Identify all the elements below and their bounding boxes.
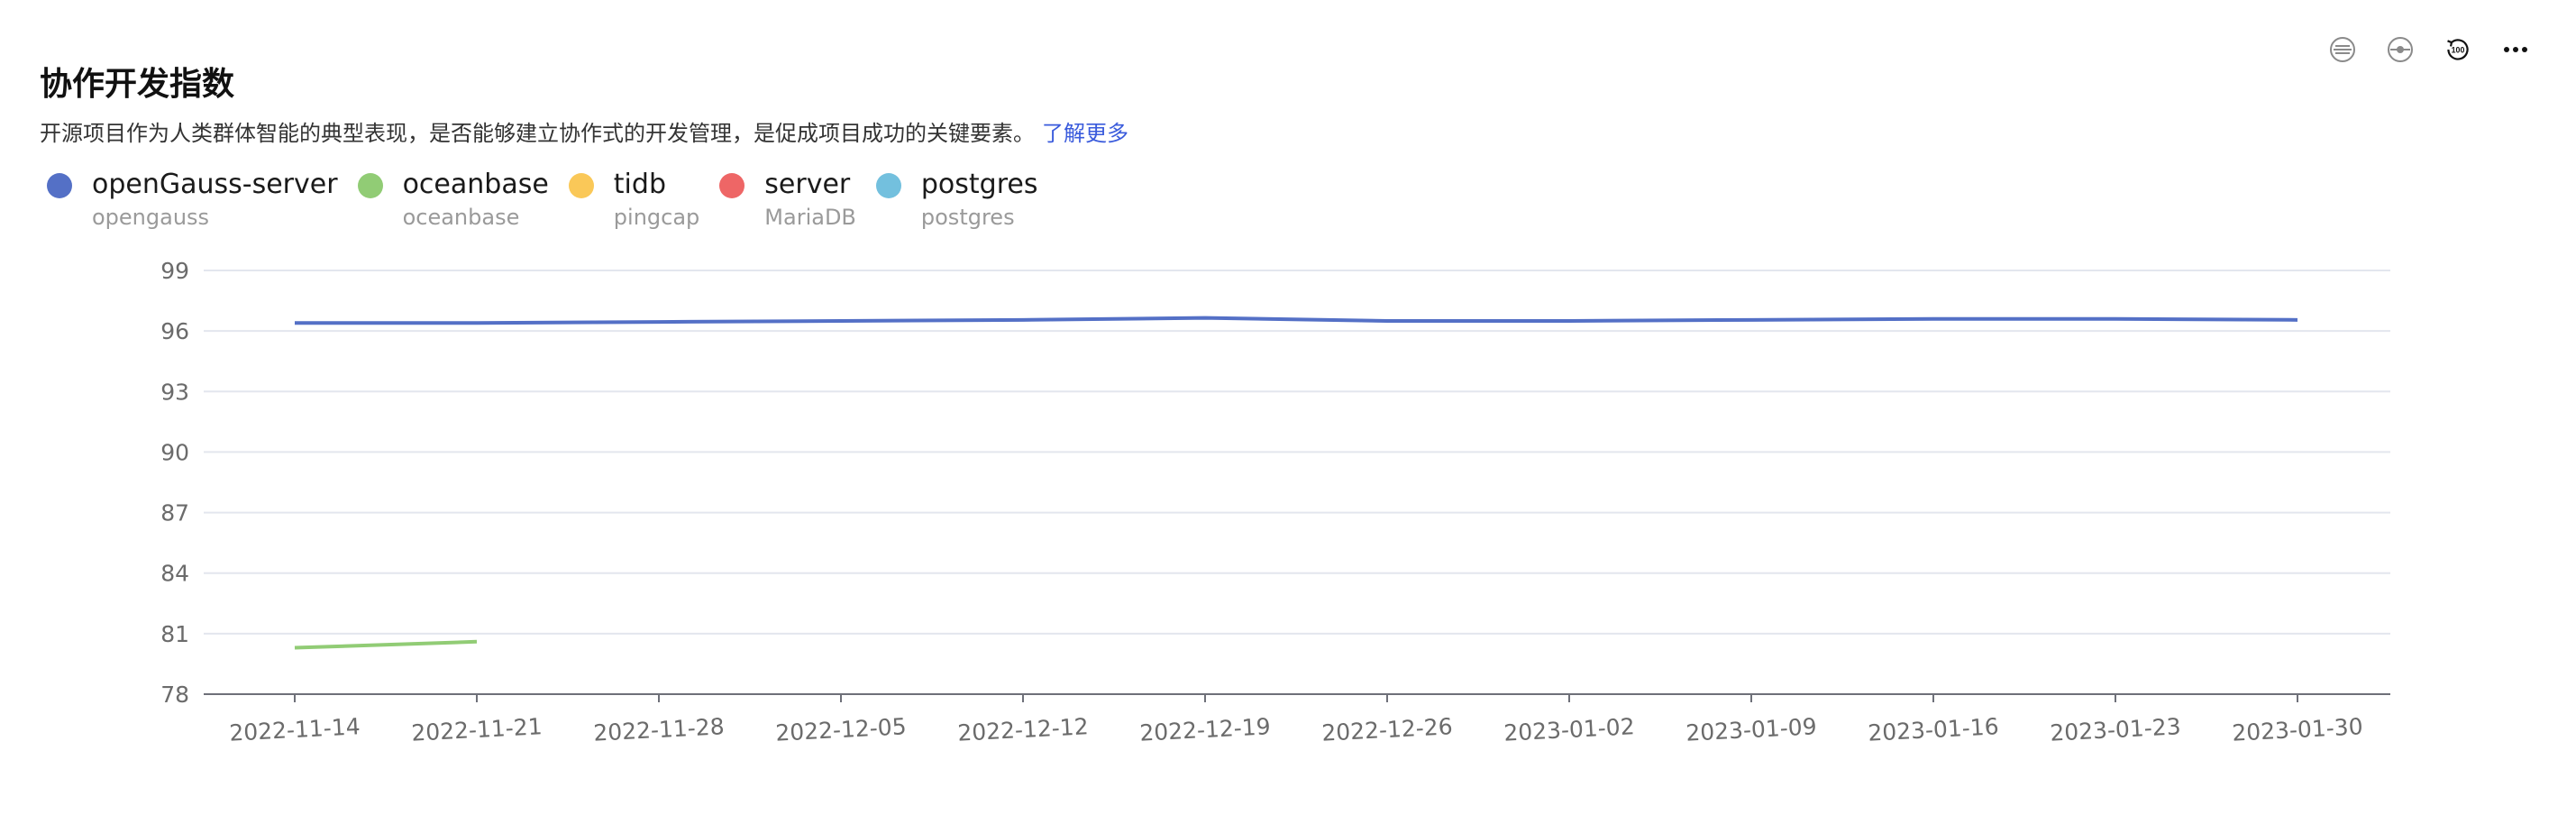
legend-series-name: oceanbase — [402, 169, 549, 200]
chart-legend: openGauss-server opengauss oceanbase oceanb… — [47, 168, 1058, 233]
y-tick-label: 84 — [160, 561, 189, 587]
series-line-opengauss-server — [295, 316, 2298, 325]
x-tick-label: 2023-01-30 — [2232, 713, 2364, 746]
legend-series-name: tidb — [613, 169, 666, 200]
chart-toolbar: 100 — [2329, 36, 2529, 63]
x-tick-label: 2022-12-12 — [957, 713, 1090, 746]
legend-org-name: postgres — [920, 205, 1015, 230]
y-tick-label: 96 — [160, 318, 189, 344]
learn-more-link[interactable]: 了解更多 — [1042, 121, 1128, 146]
y-tick-label: 78 — [160, 682, 189, 708]
legend-marker — [875, 173, 901, 198]
x-tick-label: 2023-01-02 — [1503, 713, 1636, 746]
legend-item-tidb[interactable]: tidb pingcap — [568, 168, 700, 233]
x-tick-label: 2022-11-28 — [593, 713, 726, 746]
x-tick-label: 2023-01-23 — [2050, 713, 2182, 746]
x-tick-label: 2022-12-19 — [1139, 713, 1272, 746]
y-tick-label: 87 — [160, 500, 189, 526]
y-tick-label: 81 — [160, 621, 189, 647]
legend-org-name: pingcap — [613, 205, 700, 230]
x-tick-label: 2022-11-21 — [411, 713, 544, 746]
legend-series-name: postgres — [920, 169, 1038, 200]
chart-title: 协作开发指数 — [40, 66, 235, 103]
more-icon[interactable] — [2502, 36, 2529, 63]
legend-item-opengauss-server[interactable]: openGauss-server opengauss — [47, 168, 338, 233]
x-tick-label: 2023-01-16 — [1868, 713, 2000, 746]
legend-item-server[interactable]: server MariaDB — [719, 168, 856, 233]
legend-series-name: openGauss-server — [92, 169, 338, 200]
y-tick-label: 93 — [160, 379, 189, 405]
legend-item-postgres[interactable]: postgres postgres — [875, 168, 1038, 233]
x-tick-label: 2022-12-05 — [775, 713, 908, 746]
x-tick-label: 2023-01-09 — [1685, 713, 1818, 746]
x-tick-label: 2022-11-14 — [229, 713, 361, 746]
legend-org-name: MariaDB — [764, 205, 856, 230]
reset-100-icon[interactable]: 100 — [2444, 36, 2471, 63]
chart-description: 开源项目作为人类群体智能的典型表现，是否能够建立协作式的开发管理，是促成项目成功… — [40, 115, 1128, 147]
legend-marker — [47, 173, 72, 198]
legend-org-name: opengauss — [92, 205, 210, 230]
legend-item-oceanbase[interactable]: oceanbase oceanbase — [357, 168, 549, 233]
y-tick-label: 90 — [160, 439, 189, 465]
toggle-icon[interactable] — [2387, 36, 2414, 63]
x-tick-label: 2022-12-26 — [1321, 713, 1454, 746]
legend-marker — [719, 173, 745, 198]
legend-series-name: server — [764, 169, 851, 200]
y-tick-label: 99 — [160, 258, 189, 284]
list-icon[interactable] — [2329, 36, 2356, 63]
legend-org-name: oceanbase — [402, 205, 520, 230]
description-text: 开源项目作为人类群体智能的典型表现，是否能够建立协作式的开发管理，是促成项目成功… — [40, 121, 1035, 146]
svg-text:100: 100 — [2452, 46, 2465, 55]
series-line-oceanbase — [294, 639, 478, 650]
legend-marker — [568, 173, 594, 198]
legend-marker — [357, 173, 383, 198]
